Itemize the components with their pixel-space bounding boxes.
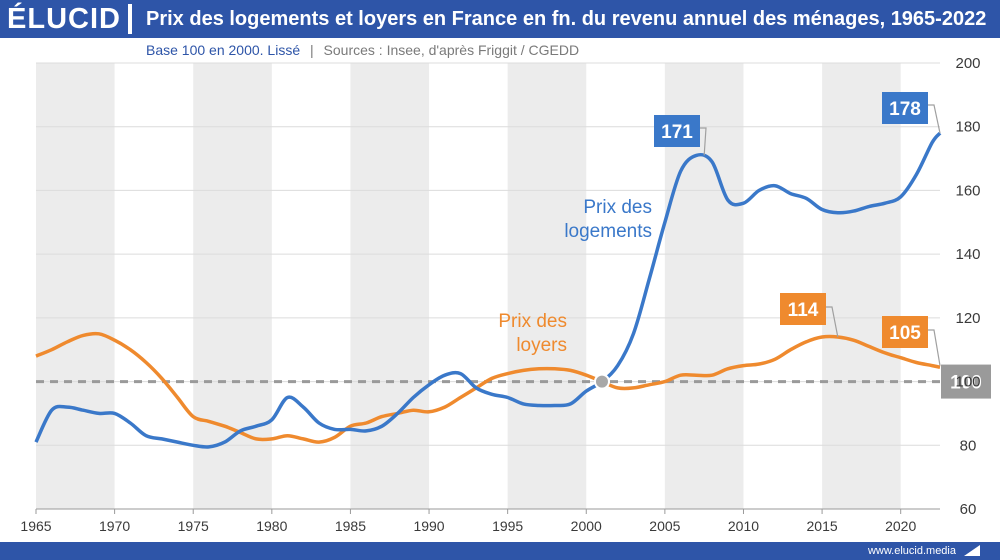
series-lines [34, 131, 942, 449]
callout-leader [928, 104, 941, 134]
x-tick-label: 1990 [413, 518, 444, 534]
callout-leader [928, 329, 941, 366]
x-tick-label: 2010 [728, 518, 759, 534]
series-labels: Prix des logements Prix des loyers [498, 197, 652, 356]
brand-logo: ÉLUCID [7, 3, 121, 35]
y-tick-label: 60 [960, 501, 977, 518]
callout-box [882, 92, 928, 124]
y-tick-label: 100 [955, 374, 980, 391]
reference-label: 100 [950, 373, 982, 394]
footer-url: www.elucid.media [867, 545, 956, 557]
value-callouts: 171 178 114 105 [654, 92, 941, 366]
subtitle-sources: Sources : Insee, d'après Friggit / CGEDD [323, 42, 580, 58]
background-band [350, 63, 430, 509]
series-line-logements [34, 131, 942, 449]
footer-bar [0, 542, 1000, 560]
callout-leader [700, 127, 707, 156]
x-tick-label: 1980 [256, 518, 287, 534]
callout-leader [826, 306, 839, 338]
reference-label-box [941, 364, 991, 399]
y-tick-label: 160 [955, 182, 980, 199]
callout-value: 114 [788, 300, 819, 321]
x-tick-label: 2000 [571, 518, 602, 534]
subtitle-separator: | [310, 42, 314, 58]
axis-ticks: 60 80 100 120 140 160 180 200 1965 1970 1975 1980 19… [20, 55, 980, 534]
chart-subtitle: Base 100 en 2000. Lissé | Sources : Inse… [146, 40, 579, 60]
series-label-logements: logements [564, 221, 652, 242]
chart-title: Prix des logements et loyers en France e… [146, 8, 987, 30]
x-tick-label: 1995 [492, 518, 523, 534]
y-tick-label: 180 [955, 119, 980, 136]
callout-box [654, 115, 700, 147]
background-band [36, 63, 115, 509]
callout-value: 178 [889, 99, 921, 120]
footer-logo-mark [964, 545, 980, 556]
title-bar [0, 0, 1000, 38]
series-label-loyers: Prix des [498, 311, 567, 332]
background-band [822, 63, 901, 509]
x-tick-label: 2015 [807, 518, 838, 534]
callout-value: 171 [661, 122, 693, 143]
background-band [193, 63, 272, 509]
y-tick-label: 200 [955, 55, 980, 72]
series-label-logements: Prix des [583, 197, 652, 218]
x-tick-label: 2005 [649, 518, 680, 534]
callout-value: 105 [889, 323, 921, 344]
x-tick-label: 1970 [99, 518, 130, 534]
series-label-loyers: loyers [516, 335, 567, 356]
subtitle-base: Base 100 en 2000. Lissé [146, 42, 301, 58]
series-line-loyers [35, 331, 941, 444]
x-tick-label: 1975 [178, 518, 209, 534]
x-tick-label: 1985 [335, 518, 366, 534]
logo-divider [128, 4, 132, 34]
y-tick-label: 120 [955, 310, 980, 327]
crossing-marker [593, 373, 610, 390]
background-bands [36, 63, 901, 509]
callout-box [780, 293, 826, 325]
background-band [507, 63, 587, 509]
x-tick-label: 2020 [885, 518, 916, 534]
y-tick-label: 140 [955, 246, 980, 263]
x-tick-label: 1965 [20, 518, 51, 534]
callout-box [882, 316, 928, 348]
y-tick-label: 80 [960, 437, 977, 454]
